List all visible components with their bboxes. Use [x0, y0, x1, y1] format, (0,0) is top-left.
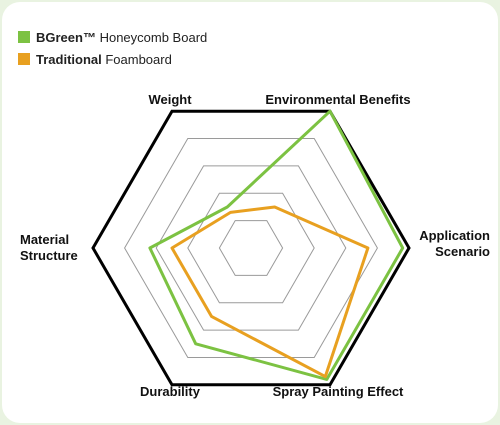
series-line-0 [148, 109, 405, 381]
axis-label-line: Weight [148, 92, 192, 107]
axis-label-1: Environmental Benefits [265, 92, 410, 107]
axis-label-0: Weight [148, 92, 192, 107]
axis-label-line: Spray Painting Effect [273, 384, 404, 399]
grid-ring-2 [187, 192, 315, 304]
series-line-1 [170, 205, 370, 379]
axis-label-2: Application Scenario [419, 228, 490, 259]
legend-swatch-bgreen [18, 31, 30, 43]
legend-item-foamboard: Traditional Foamboard [18, 48, 207, 70]
axis-label-line: Material [20, 232, 69, 247]
legend-item-bgreen: BGreen™ Honeycomb Board [18, 26, 207, 48]
grid-ring-1 [218, 220, 284, 276]
grid-ring-3 [155, 165, 347, 331]
axis-label-line: Structure [20, 248, 78, 263]
outer-frame [91, 109, 411, 387]
axis-label-line: Scenario [435, 244, 490, 259]
axis-label-4: Durability [140, 384, 201, 399]
axis-label-5: Material Structure [20, 232, 78, 263]
legend-label-bgreen: BGreen™ Honeycomb Board [36, 29, 208, 45]
grid-ring-4 [124, 138, 378, 358]
legend-label-foamboard: Traditional Foamboard [36, 51, 172, 67]
axis-label-line: Environmental Benefits [265, 92, 410, 107]
axis-label-line: Durability [140, 384, 201, 399]
legend: BGreen™ Honeycomb Board Traditional Foam… [18, 26, 207, 70]
axis-label-3: Spray Painting Effect [273, 384, 404, 399]
axis-label-line: Application [419, 228, 490, 243]
legend-swatch-foamboard [18, 53, 30, 65]
